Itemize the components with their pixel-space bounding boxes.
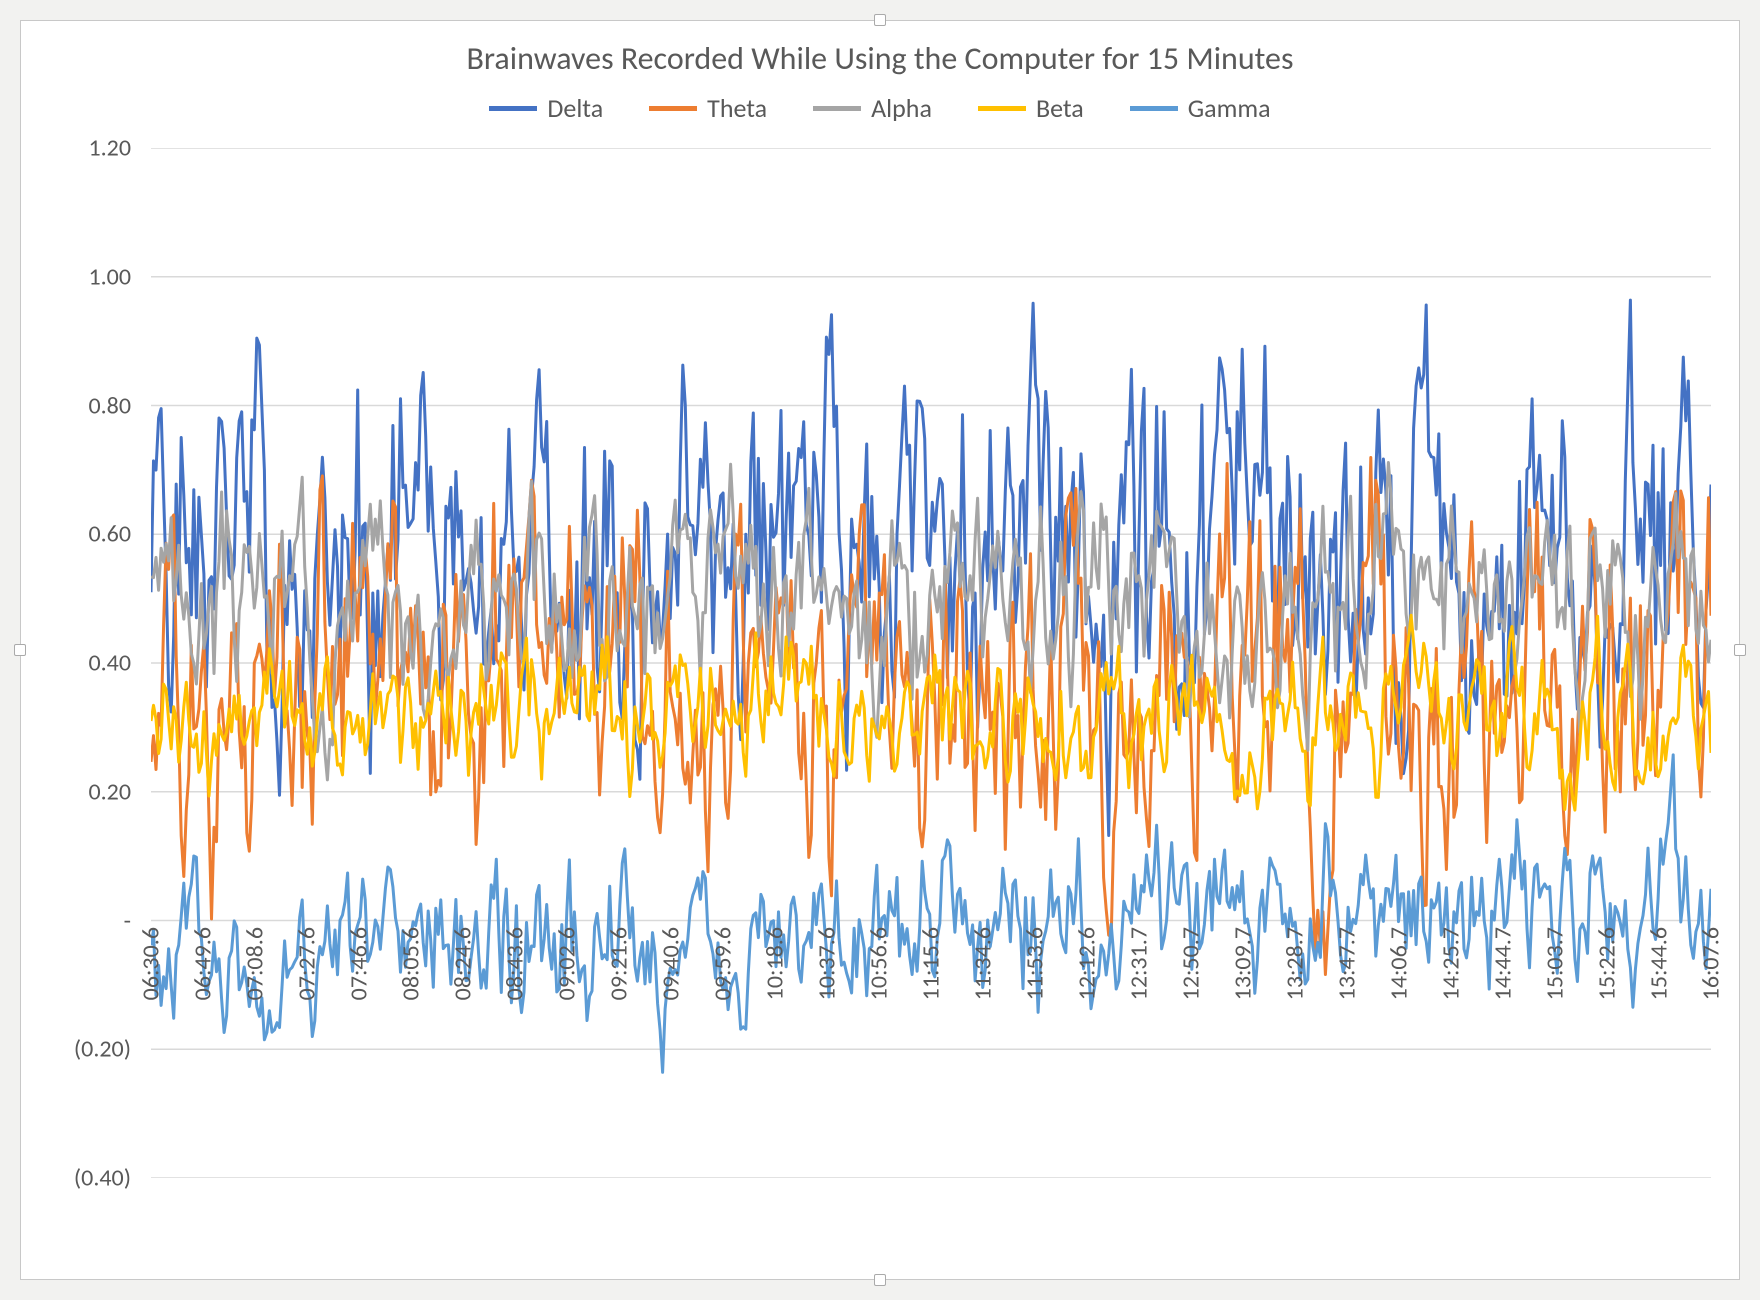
legend-item-theta[interactable]: Theta — [649, 92, 767, 124]
legend-label: Delta — [547, 92, 603, 124]
x-tick-label: 14:44.7 — [1489, 927, 1518, 1000]
y-axis: 1.201.000.800.600.400.20 - (0.20)(0.40) — [21, 148, 141, 1178]
chart-frame: Brainwaves Recorded While Using the Comp… — [20, 20, 1740, 1280]
x-tick-label: 14:25.7 — [1437, 927, 1466, 1000]
legend-swatch — [978, 106, 1026, 111]
x-tick-label: 07:46.6 — [345, 927, 374, 1000]
x-tick-label: 12:50.7 — [1177, 927, 1206, 1000]
y-tick-label: 0.80 — [88, 391, 131, 420]
legend-label: Gamma — [1188, 92, 1271, 124]
x-tick-label: 12:12.6 — [1073, 927, 1102, 1000]
y-tick-label: 0.60 — [88, 520, 131, 549]
chart-legend: Delta Theta Alpha Beta Gamma — [21, 92, 1739, 124]
x-tick-label: 07:27.6 — [293, 927, 322, 1000]
chart-title: Brainwaves Recorded While Using the Comp… — [21, 39, 1739, 78]
x-tick-label: 13:28.7 — [1281, 927, 1310, 1000]
x-tick-label: 09:40.6 — [657, 927, 686, 1000]
x-tick-label: 08:43.6 — [501, 927, 530, 1000]
legend-item-beta[interactable]: Beta — [978, 92, 1084, 124]
x-tick-label: 09:59.6 — [709, 927, 738, 1000]
y-tick-label: - — [124, 906, 131, 935]
y-tick-label: (0.40) — [74, 1164, 131, 1193]
legend-swatch — [813, 106, 861, 111]
x-tick-label: 09:02.6 — [553, 927, 582, 1000]
x-tick-label: 06:30.6 — [137, 927, 166, 1000]
y-tick-label: 1.20 — [88, 134, 131, 163]
x-tick-label: 10:18.6 — [761, 927, 790, 1000]
y-tick-label: 1.00 — [88, 262, 131, 291]
x-tick-label: 16:07.6 — [1697, 927, 1726, 1000]
x-tick-label: 15:03.7 — [1541, 927, 1570, 1000]
x-tick-label: 09:21.6 — [605, 927, 634, 1000]
legend-swatch — [1130, 106, 1178, 111]
y-tick-label: 0.20 — [88, 777, 131, 806]
selection-handle-left[interactable] — [14, 644, 26, 656]
x-tick-label: 11:34.6 — [969, 927, 998, 1000]
series-line-gamma[interactable] — [151, 755, 1711, 1072]
selection-handle-bottom[interactable] — [874, 1274, 886, 1286]
x-tick-label: 10:37.6 — [813, 927, 842, 1000]
x-tick-label: 15:44.6 — [1645, 927, 1674, 1000]
selection-handle-top[interactable] — [874, 14, 886, 26]
legend-label: Alpha — [871, 92, 932, 124]
legend-swatch — [489, 106, 537, 111]
legend-label: Beta — [1036, 92, 1084, 124]
x-tick-label: 15:22.6 — [1593, 927, 1622, 1000]
x-tick-label: 07:08.6 — [241, 927, 270, 1000]
legend-label: Theta — [707, 92, 767, 124]
x-tick-label: 12:31.7 — [1125, 927, 1154, 1000]
x-tick-label: 08:24.6 — [449, 927, 478, 1000]
x-tick-label: 10:56.6 — [865, 927, 894, 1000]
legend-item-gamma[interactable]: Gamma — [1130, 92, 1271, 124]
legend-swatch — [649, 106, 697, 111]
x-tick-label: 11:53.6 — [1021, 927, 1050, 1000]
selection-handle-right[interactable] — [1734, 644, 1746, 656]
line-chart-svg — [151, 148, 1711, 1178]
x-tick-label: 13:47.7 — [1333, 927, 1362, 1000]
y-tick-label: (0.20) — [74, 1035, 131, 1064]
x-tick-label: 14:06.7 — [1385, 927, 1414, 1000]
x-tick-label: 06:49.6 — [189, 927, 218, 1000]
x-tick-label: 11:15.6 — [917, 927, 946, 1000]
plot-area: 1.201.000.800.600.400.20 - (0.20)(0.40) … — [151, 148, 1711, 1178]
legend-item-alpha[interactable]: Alpha — [813, 92, 932, 124]
y-tick-label: 0.40 — [88, 649, 131, 678]
x-tick-label: 08:05.6 — [397, 927, 426, 1000]
legend-item-delta[interactable]: Delta — [489, 92, 603, 124]
x-tick-label: 13:09.7 — [1229, 927, 1258, 1000]
